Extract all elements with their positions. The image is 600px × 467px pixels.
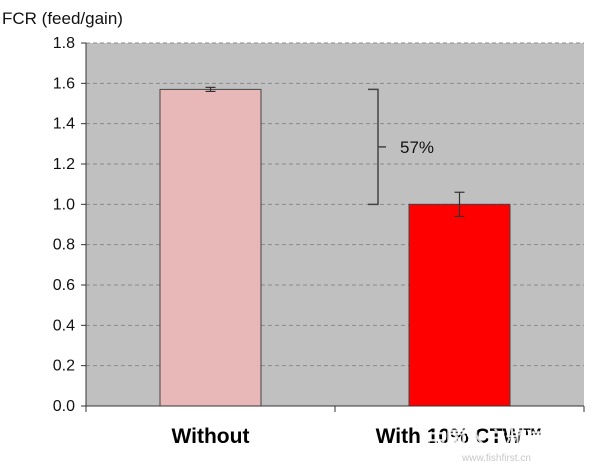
y-tick-label: 1.8: [53, 35, 75, 52]
y-tick-label: 0.8: [53, 237, 75, 254]
category-labels: Without With 10% CTW™: [172, 425, 544, 448]
watermark-url: www.fishfirst.cn: [461, 453, 531, 464]
y-tick-label: 0.4: [53, 317, 75, 334]
difference-label: 57%: [400, 138, 434, 157]
y-axis-title: FCR (feed/gain): [2, 9, 123, 28]
difference-bracket: [368, 88, 386, 206]
watermark-text: 中国水产频道: [426, 427, 546, 451]
y-tick-label: 0.0: [53, 398, 75, 415]
bar: [408, 203, 511, 407]
y-tick-label: 1.2: [53, 156, 75, 173]
y-tick-label: 1.6: [53, 75, 75, 92]
x-axis-ticks: [85, 406, 585, 412]
error-bars: [205, 86, 465, 218]
y-axis-ticks: 0.0 0.2 0.4 0.6 0.8 1.0 1.2 1.4 1.6 1.8: [53, 35, 86, 415]
y-tick-label: 1.4: [53, 116, 75, 133]
category-label: Without: [172, 425, 250, 448]
difference-annotation: 57%: [368, 88, 434, 206]
y-tick-label: 1.0: [53, 196, 75, 213]
y-tick-label: 0.2: [53, 358, 75, 375]
watermark: 中国水产频道 www.fishfirst.cn: [426, 427, 546, 464]
y-tick-label: 0.6: [53, 277, 75, 294]
bar: [159, 88, 262, 407]
category-label: With 10% CTW™: [376, 425, 544, 448]
